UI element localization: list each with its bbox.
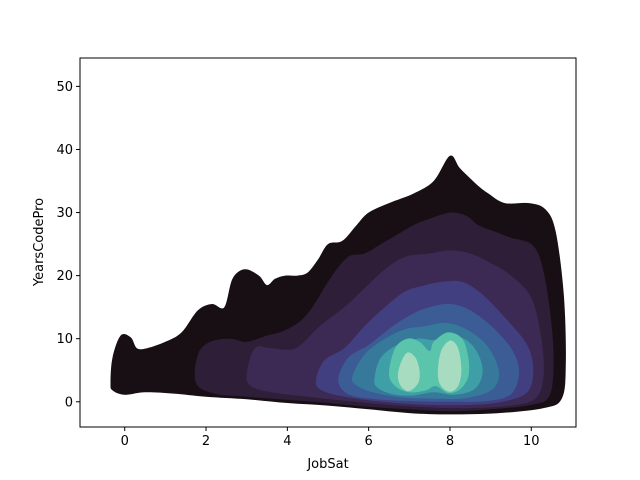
x-tick-label: 2 xyxy=(202,434,210,449)
y-tick-label: 30 xyxy=(56,206,73,221)
density-contours xyxy=(110,155,566,415)
plot-frame xyxy=(79,57,577,428)
y-tick-label: 40 xyxy=(56,143,73,158)
y-tick-label: 50 xyxy=(56,80,73,95)
y-axis-label: YearsCodePro xyxy=(32,198,47,287)
x-tick-label: 8 xyxy=(446,434,454,449)
x-tick-label: 4 xyxy=(283,434,291,449)
x-axis: 0 2 4 6 8 10 xyxy=(121,427,540,449)
y-tick-label: 0 xyxy=(65,395,73,410)
x-tick-label: 10 xyxy=(523,434,540,449)
density-level-9 xyxy=(437,340,462,392)
y-tick-label: 20 xyxy=(56,269,73,284)
x-axis-label: JobSat xyxy=(306,457,348,472)
y-axis: 0 10 20 30 40 50 xyxy=(56,80,80,410)
density-level-8 xyxy=(397,352,420,392)
x-tick-label: 6 xyxy=(365,434,373,449)
x-tick-label: 0 xyxy=(121,434,129,449)
y-tick-label: 10 xyxy=(56,332,73,347)
